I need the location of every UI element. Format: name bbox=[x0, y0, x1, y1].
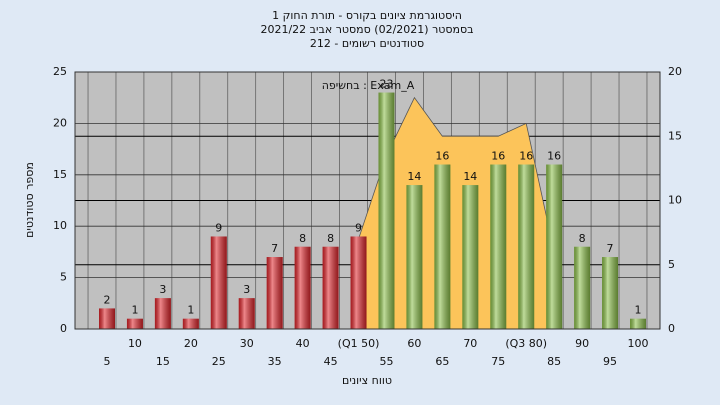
y-tick-label: 20 bbox=[53, 116, 67, 129]
y-tick-label: 0 bbox=[60, 322, 67, 335]
bar-shine bbox=[574, 246, 591, 329]
x-tick-label: 85 bbox=[547, 355, 561, 368]
bar-shine bbox=[602, 257, 619, 329]
value-label: 8 bbox=[579, 232, 586, 245]
value-label: 16 bbox=[519, 150, 533, 163]
chart-subtitle: סטודנטים רשומים - 212 bbox=[310, 37, 424, 50]
x-axis-label: טווח ציונים bbox=[342, 374, 392, 387]
value-label: 16 bbox=[547, 150, 561, 163]
value-label: 2 bbox=[104, 293, 111, 306]
chart-title: היסטוגרמת ציונים בקורס - תורת החוק 1 bbox=[272, 9, 462, 22]
x-tick-label: 15 bbox=[156, 355, 170, 368]
chart-subtitle: בסמסטר (02/2021) סמסטר אביב 2021/22 bbox=[260, 23, 473, 36]
x-tick-label: 25 bbox=[212, 355, 226, 368]
bar-shine bbox=[490, 164, 507, 329]
bar-shine bbox=[518, 164, 535, 329]
y-axis-label: מספר סטודנטים bbox=[23, 162, 36, 238]
bar-shine bbox=[99, 308, 115, 329]
x-tick-label: (Q3 80) bbox=[505, 337, 547, 350]
bar-shine bbox=[630, 318, 646, 329]
value-label: 23 bbox=[379, 78, 393, 91]
value-label: 8 bbox=[299, 232, 306, 245]
y2-tick-label: 10 bbox=[668, 194, 682, 207]
bar-shine bbox=[294, 246, 311, 329]
x-tick-label: (Q1 50) bbox=[338, 337, 380, 350]
bar-shine bbox=[378, 92, 395, 329]
bar-shine bbox=[462, 185, 479, 329]
bar-shine bbox=[210, 236, 227, 329]
value-label: 8 bbox=[327, 232, 334, 245]
value-label: 3 bbox=[243, 283, 250, 296]
value-label: 16 bbox=[435, 150, 449, 163]
bar-shine bbox=[182, 318, 199, 329]
y2-tick-label: 15 bbox=[668, 129, 682, 142]
value-label: 7 bbox=[271, 242, 278, 255]
value-label: 1 bbox=[131, 304, 138, 317]
y-tick-label: 15 bbox=[53, 168, 67, 181]
value-label: 14 bbox=[463, 170, 477, 183]
plot-border bbox=[74, 71, 661, 330]
value-label: 3 bbox=[159, 283, 166, 296]
bar-shine bbox=[238, 298, 255, 329]
y2-tick-label: 5 bbox=[668, 258, 675, 271]
bar-shine bbox=[350, 236, 367, 329]
x-tick-label: 90 bbox=[575, 337, 589, 350]
value-label: 1 bbox=[635, 304, 642, 317]
x-tick-label: 75 bbox=[491, 355, 505, 368]
x-tick-label: 70 bbox=[463, 337, 477, 350]
x-tick-label: 30 bbox=[240, 337, 254, 350]
value-label: 16 bbox=[491, 150, 505, 163]
x-tick-label: 65 bbox=[435, 355, 449, 368]
x-tick-label: 55 bbox=[379, 355, 393, 368]
value-label: 7 bbox=[607, 242, 614, 255]
value-label: 9 bbox=[215, 221, 222, 234]
x-tick-label: 95 bbox=[603, 355, 617, 368]
bar-shine bbox=[406, 185, 423, 329]
x-tick-label: 10 bbox=[128, 337, 142, 350]
value-label: 14 bbox=[407, 170, 421, 183]
x-tick-label: 5 bbox=[104, 355, 111, 368]
bar-shine bbox=[126, 318, 143, 329]
x-tick-label: 35 bbox=[268, 355, 282, 368]
value-label: 1 bbox=[187, 304, 194, 317]
bar-shine bbox=[154, 298, 171, 329]
x-tick-label: 20 bbox=[184, 337, 198, 350]
y-tick-label: 5 bbox=[60, 271, 67, 284]
y-tick-label: 10 bbox=[53, 219, 67, 232]
x-tick-label: 60 bbox=[407, 337, 421, 350]
x-tick-label: 40 bbox=[296, 337, 310, 350]
x-tick-label: 45 bbox=[324, 355, 338, 368]
y-tick-label: 25 bbox=[53, 65, 67, 78]
annotation: בחשיפה : Exam_A bbox=[322, 79, 415, 92]
bar-shine bbox=[434, 164, 451, 329]
bar-shine bbox=[322, 246, 339, 329]
y2-tick-label: 0 bbox=[668, 322, 675, 335]
y2-tick-label: 20 bbox=[668, 65, 682, 78]
bar-shine bbox=[546, 164, 563, 329]
bar-shine bbox=[266, 257, 283, 329]
x-tick-label: 100 bbox=[628, 337, 649, 350]
value-label: 9 bbox=[355, 221, 362, 234]
